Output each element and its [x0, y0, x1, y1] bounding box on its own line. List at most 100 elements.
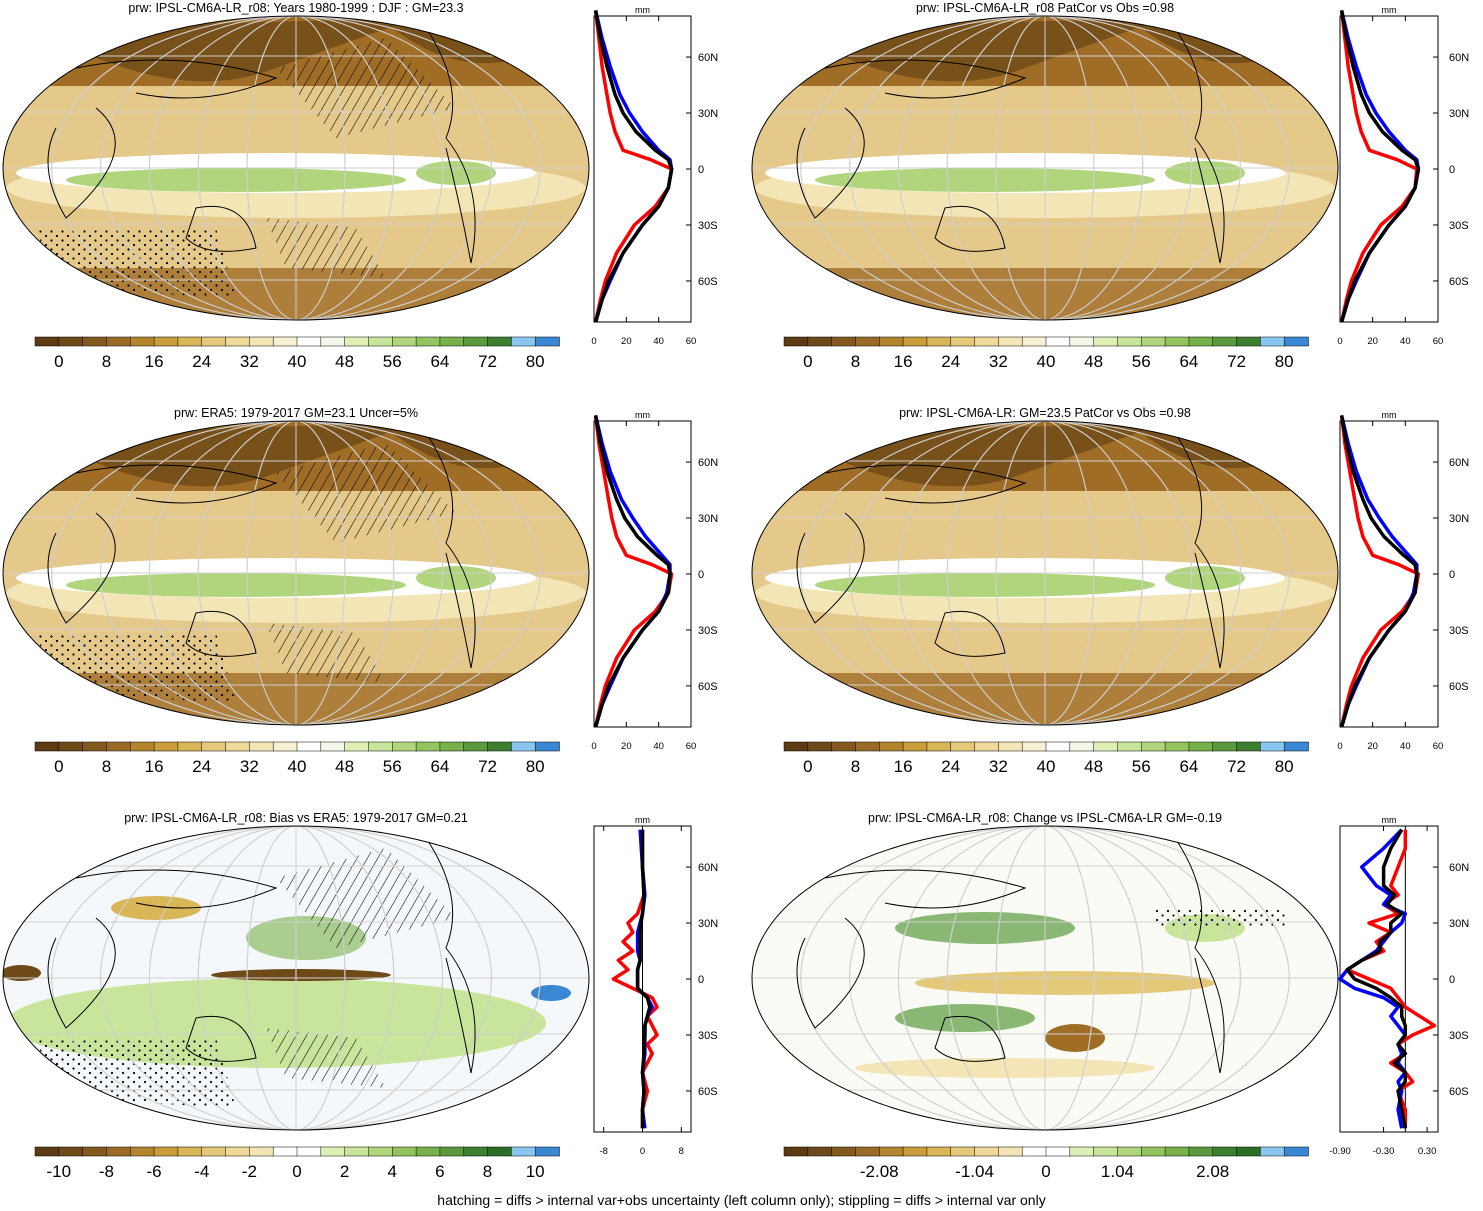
- lat-tick-label: 30N: [1449, 918, 1469, 930]
- colorbar-tick-label: 56: [383, 757, 402, 776]
- x-tick-label: 0.30: [1418, 1146, 1437, 1157]
- colorbar-swatch: [463, 1146, 489, 1157]
- lat-tick-label: 0: [1449, 164, 1455, 176]
- colorbar-swatch: [1283, 741, 1309, 752]
- colorbar-swatch: [106, 336, 132, 347]
- colorbar-swatch: [807, 1146, 833, 1157]
- profile-series-line: [1339, 10, 1421, 323]
- x-tick-label: 8: [679, 1146, 684, 1157]
- colorbar-swatch: [534, 336, 560, 347]
- colorbar-tick-label: 48: [1084, 352, 1103, 371]
- colorbar-tick-label: 1.04: [1101, 1162, 1134, 1181]
- colorbar-tick-label: 48: [335, 757, 354, 776]
- hatching: [276, 443, 456, 543]
- wet-band: [416, 566, 496, 590]
- colorbar-tick-label: 2.08: [1196, 1162, 1229, 1181]
- lat-tick-label: 0: [698, 974, 704, 986]
- colorbar-swatch: [1069, 336, 1095, 347]
- lat-tick-label: 30S: [698, 1030, 718, 1042]
- colorbar-swatch: [177, 741, 203, 752]
- moist-change: [895, 912, 1075, 944]
- colorbar-swatch: [807, 741, 833, 752]
- colorbar-swatch: [58, 336, 84, 347]
- footer-note: hatching = diffs > internal var+obs unce…: [437, 1192, 1046, 1208]
- colorbar-tick-label: 0: [54, 757, 63, 776]
- map-field: [752, 421, 1338, 725]
- colorbar-swatch: [34, 336, 60, 347]
- lat-tick-label: 60N: [1449, 52, 1469, 64]
- colorbar: -2.08 -1.04 0 1.04 2.08: [783, 1146, 1309, 1181]
- colorbar-swatch: [879, 741, 904, 752]
- panel-1: prw: IPSL-CM6A-LR_r08: Years 1980-1999 :…: [2, 1, 718, 371]
- colorbar-tick-label: 48: [1084, 757, 1103, 776]
- zonal-profile: mm 60N 30N 0 30S 60S 0 20 40 60: [1337, 410, 1469, 752]
- colorbar-swatch: [1045, 741, 1071, 752]
- colorbar-swatch: [534, 741, 560, 752]
- map-field: [3, 421, 589, 725]
- wet-band: [815, 573, 1155, 597]
- colorbar-swatch: [415, 741, 441, 752]
- zonal-profile: mm 60N 30N 0 30S 60S 0 20 40 60: [1337, 5, 1469, 347]
- colorbar-swatch: [368, 336, 394, 347]
- zonal-profile: mm 60N 30N 0 30S 60S 0 20 40 60: [591, 410, 718, 752]
- colorbar-tick-label: 0: [803, 352, 812, 371]
- colorbar-swatch: [368, 741, 394, 752]
- colorbar-swatch: [201, 336, 227, 347]
- map-border: [2, 15, 590, 321]
- x-tick-label: 0: [591, 336, 596, 347]
- lat-tick-label: 60N: [698, 52, 718, 64]
- colorbar-swatch: [439, 741, 465, 752]
- colorbar-tick-label: 80: [526, 757, 545, 776]
- colorbar-tick-label: -6: [147, 1162, 162, 1181]
- colorbar-tick-label: 8: [102, 352, 111, 371]
- wet-band: [66, 168, 406, 192]
- colorbar-swatch: [225, 1146, 251, 1157]
- colorbar-swatch: [950, 336, 976, 347]
- panel-3: prw: ERA5: 1979-2017 GM=23.1 Uncer=5% 0 8 1…: [2, 406, 718, 776]
- colorbar-swatch: [58, 1146, 84, 1157]
- lat-tick-label: 0: [698, 569, 704, 581]
- colorbar-swatch: [1164, 1146, 1190, 1157]
- colorbar-tick-label: 80: [1275, 757, 1294, 776]
- map-field: [3, 16, 589, 320]
- colorbar-tick-label: 16: [894, 352, 913, 371]
- colorbar-tick-label: 24: [941, 352, 960, 371]
- colorbar-tick-label: 16: [894, 757, 913, 776]
- colorbar-tick-label: 80: [526, 352, 545, 371]
- coastline: [796, 837, 1225, 1074]
- colorbar-swatch: [783, 336, 809, 347]
- colorbar-swatch: [1141, 336, 1166, 347]
- colorbar-swatch: [511, 1146, 536, 1157]
- colorbar-swatch: [1141, 741, 1166, 752]
- colorbar: 0 8 16 24 32 40 48 56 64 72 80: [783, 741, 1309, 776]
- lat-tick-label: 30S: [1449, 1030, 1469, 1042]
- wet-anomaly: [531, 985, 571, 1001]
- colorbar-tick-label: 80: [1275, 352, 1294, 371]
- map-border: [2, 825, 590, 1131]
- x-tick-label: 40: [1400, 741, 1411, 752]
- colorbar-tick-label: 40: [1037, 352, 1056, 371]
- x-tick-label: 0: [640, 1146, 645, 1157]
- x-tick-label: 0: [1337, 741, 1342, 752]
- colorbar-swatch: [511, 741, 536, 752]
- colorbar-swatch: [1021, 336, 1047, 347]
- colorbar-tick-label: 24: [192, 757, 211, 776]
- lat-tick-label: 30N: [1449, 513, 1469, 525]
- colorbar-swatch: [177, 1146, 203, 1157]
- coastline: [47, 837, 476, 1074]
- colorbar-swatch: [153, 1146, 179, 1157]
- colorbar-swatch: [1021, 1146, 1047, 1157]
- panel-2: prw: IPSL-CM6A-LR_r08 PatCor vs Obs =0.9…: [751, 1, 1469, 371]
- x-tick-label: 60: [1433, 741, 1444, 752]
- colorbar-swatch: [1045, 336, 1071, 347]
- colorbar-swatch: [950, 741, 976, 752]
- colorbar-swatch: [879, 336, 904, 347]
- colorbar-swatch: [902, 336, 928, 347]
- colorbar-swatch: [225, 336, 251, 347]
- colorbar-swatch: [974, 336, 1000, 347]
- colorbar-swatch: [1236, 1146, 1262, 1157]
- x-tick-label: -8: [599, 1146, 607, 1157]
- colorbar-swatch: [153, 336, 179, 347]
- coastline: [47, 27, 476, 264]
- colorbar-tick-label: 0: [803, 757, 812, 776]
